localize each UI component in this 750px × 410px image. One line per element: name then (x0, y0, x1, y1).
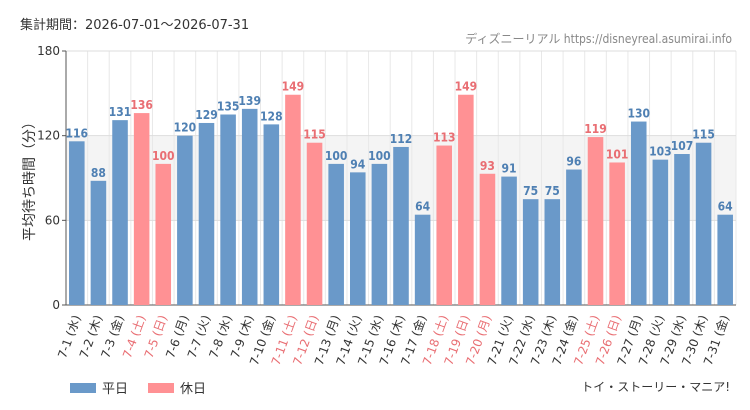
value-label: 93 (480, 159, 495, 173)
legend-label-holiday: 休日 (180, 382, 207, 397)
value-label: 113 (433, 131, 456, 145)
value-label: 91 (502, 162, 517, 176)
value-label: 135 (217, 100, 240, 114)
bar-7-25 (土) (587, 137, 604, 305)
value-label: 100 (325, 149, 348, 163)
bar-7-2 (木) (90, 180, 107, 305)
bar-7-14 (火) (349, 172, 366, 305)
bar-7-31 (金) (717, 214, 733, 305)
bar-7-13 (月) (328, 163, 344, 305)
bar-7-7 (火) (198, 122, 215, 305)
value-label: 75 (523, 184, 538, 198)
value-label: 96 (566, 155, 581, 169)
bar-7-3 (金) (112, 120, 128, 306)
legend-label-weekday: 平日 (102, 382, 129, 397)
value-label: 139 (238, 94, 261, 108)
bar-7-12 (日) (306, 142, 323, 305)
bar-7-21 (火) (501, 176, 517, 305)
bar-7-1 (水) (69, 141, 85, 305)
bar-7-23 (木) (544, 199, 561, 305)
value-label: 100 (152, 149, 175, 163)
bar-7-17 (金) (414, 214, 431, 305)
value-label: 131 (109, 105, 132, 119)
y-tick-label: 60 (45, 213, 60, 227)
value-label: 116 (66, 126, 89, 140)
value-label: 119 (584, 122, 607, 136)
bar-7-29 (水) (674, 154, 690, 305)
bar-7-18 (土) (436, 145, 453, 305)
site-credit: ディズニーリアル https://disneyreal.asumirai.inf… (465, 32, 732, 46)
value-label: 88 (91, 166, 106, 180)
legend-swatch-holiday (148, 382, 175, 393)
y-tick-label: 180 (37, 44, 60, 58)
value-label: 136 (130, 98, 153, 112)
value-label: 129 (195, 108, 218, 122)
value-label: 75 (545, 184, 560, 198)
attraction-name: トイ・ストーリー・マニア! (581, 380, 730, 394)
value-label: 103 (649, 145, 672, 159)
x-tick-labels: 7-1 (水)7-2 (木)7-3 (金)7-4 (土)7-5 (日)7-6 (… (55, 313, 732, 367)
value-label: 112 (390, 132, 413, 146)
y-axis-label: 平均待ち時間（分） (22, 115, 38, 241)
y-tick-label: 120 (37, 129, 60, 143)
bars (69, 94, 733, 306)
bar-7-19 (日) (458, 94, 474, 305)
value-label: 130 (627, 107, 650, 121)
value-label: 149 (282, 80, 305, 94)
bar-7-26 (日) (609, 162, 625, 305)
bar-7-11 (土) (285, 94, 301, 305)
value-label: 101 (606, 147, 629, 161)
value-label: 115 (303, 128, 326, 142)
value-label: 120 (174, 121, 197, 135)
collection-period: 集計期間：2026-07-01～2026-07-31 (20, 18, 250, 33)
value-label: 94 (350, 157, 366, 171)
bar-7-8 (水) (220, 114, 236, 305)
legend-item-weekday: 平日 (70, 378, 128, 397)
bar-7-6 (月) (177, 135, 193, 305)
value-label: 100 (368, 149, 391, 163)
value-label: 107 (671, 139, 694, 153)
bar-7-16 (木) (393, 146, 409, 305)
bar-7-15 (水) (371, 163, 388, 305)
bar-7-10 (金) (263, 124, 280, 305)
bar-7-30 (木) (695, 142, 712, 305)
value-label: 149 (455, 80, 478, 94)
bar-7-4 (土) (133, 113, 150, 305)
bar-7-20 (月) (479, 173, 496, 305)
bar-7-5 (日) (155, 163, 172, 305)
value-label: 128 (260, 109, 283, 123)
bar-7-24 (金) (566, 169, 582, 305)
bar-7-9 (木) (241, 108, 258, 305)
legend-swatch-weekday (70, 382, 96, 393)
value-label: 115 (692, 128, 715, 142)
legend: 平日 休日 (70, 378, 206, 397)
bar-7-28 (火) (652, 159, 669, 305)
bar-7-27 (月) (630, 121, 647, 305)
legend-item-holiday: 休日 (148, 378, 206, 397)
y-tick-label: 0 (52, 298, 60, 312)
bar-7-22 (水) (522, 199, 539, 305)
value-label: 64 (415, 200, 431, 214)
value-label: 64 (718, 200, 734, 214)
